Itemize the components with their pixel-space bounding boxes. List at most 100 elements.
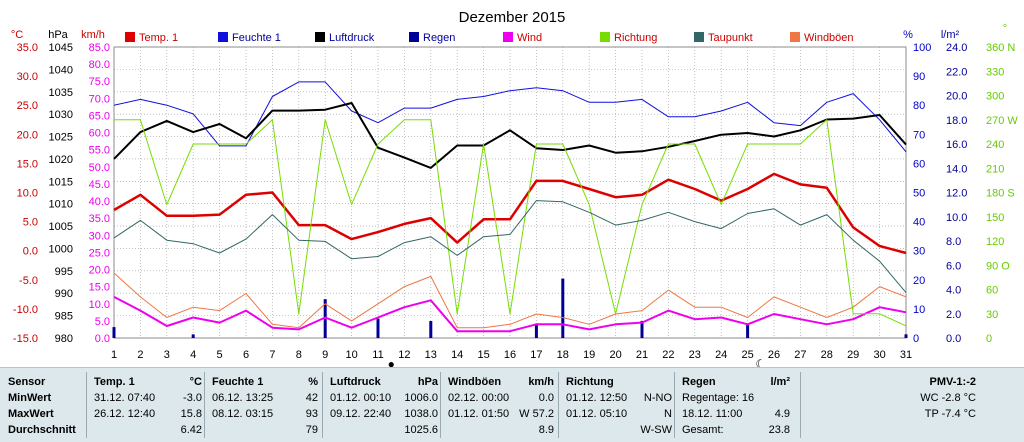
legend-swatch — [790, 32, 800, 42]
moon-phase-icon: ☾ — [755, 357, 766, 367]
rain-bar — [112, 327, 116, 338]
dew-point-value: TP -7.4 °C — [924, 408, 976, 420]
humidity-axis-unit: % — [903, 29, 913, 41]
sensor-column: Sensor MinWert MaxWert Durchschnitt — [8, 374, 88, 438]
direction-axis-tick: 270 W — [986, 115, 1018, 127]
x-tick-label: 1 — [111, 349, 117, 361]
rain-stats-header: Regen l/m² — [682, 376, 790, 388]
direction-axis-unit: ° — [1003, 23, 1007, 35]
press-stats-header: Luftdruck hPa — [330, 376, 438, 388]
press-stats-column: Luftdruck hPa 01.12. 00:10 1006.0 09.12. 22:… — [330, 374, 438, 438]
x-tick-label: 14 — [451, 349, 463, 361]
rain-axis-tick: 20.0 — [946, 91, 967, 103]
rain-axis-tick: 6.0 — [946, 260, 961, 272]
legend-swatch — [218, 32, 228, 42]
temp-axis-unit: °C — [11, 29, 23, 41]
hum-stats-column: Feuchte 1% 06.12. 13:25 42 08.12. 03:15 93 79 — [212, 374, 318, 438]
series-line-richtung — [114, 119, 907, 327]
legend-label: Temp. 1 — [139, 32, 178, 44]
humidity-axis-tick: 40 — [913, 217, 925, 229]
direction-axis-tick: 60 — [986, 285, 998, 297]
humidity-axis-tick: 0 — [913, 333, 919, 345]
rain-bar — [746, 323, 750, 338]
wind-axis-tick: 35.0 — [89, 213, 110, 225]
wind-axis-tick: 15.0 — [89, 282, 110, 294]
direction-axis-tick: 30 — [986, 309, 998, 321]
pressure-axis-tick: 1040 — [49, 64, 73, 76]
x-tick-label: 26 — [768, 349, 780, 361]
direction-axis-tick: 180 S — [986, 188, 1015, 200]
wind-axis-tick: 20.0 — [89, 265, 110, 277]
temp-stats-column: Temp. 1 °C 31.12. 07:40 -3.0 26.12. 12:40 15.… — [94, 374, 202, 438]
direction-axis-tick: 330 — [986, 66, 1004, 78]
pmv-header: PMV-1:-2 — [929, 376, 976, 388]
x-tick-label: 12 — [398, 349, 410, 361]
dir-stats-row: 01.12. 05:10 N — [566, 408, 672, 420]
x-tick-label: 8 — [296, 349, 302, 361]
rain-stats-row: Gesamt: 23.8 — [682, 424, 790, 436]
wind-axis-tick: 5.0 — [95, 316, 110, 328]
wind-axis-tick: 55.0 — [89, 145, 110, 157]
direction-axis-tick: 360 N — [986, 42, 1015, 54]
temp-stats-row: 31.12. 07:40 -3.0 — [94, 392, 202, 404]
wind-axis-tick: 0.0 — [95, 333, 110, 345]
x-tick-label: 25 — [741, 349, 753, 361]
humidity-axis-tick: 30 — [913, 246, 925, 258]
wind-axis-tick: 75.0 — [89, 76, 110, 88]
weather-chart: Dezember 201535.030.025.020.015.010.05.0… — [11, 9, 1019, 367]
legend-swatch — [694, 32, 704, 42]
dir-stats-header: Richtung — [566, 376, 614, 388]
humidity-axis-tick: 60 — [913, 158, 925, 170]
hum-stats-header: Feuchte 1% — [212, 376, 318, 388]
press-stats-row: 09.12. 22:40 1038.0 — [330, 408, 438, 420]
temp-axis-tick: 0.0 — [23, 246, 38, 258]
rain-bar — [640, 321, 644, 338]
wind-axis-tick: 50.0 — [89, 162, 110, 174]
x-tick-label: 28 — [821, 349, 833, 361]
statistics-panel: Sensor MinWert MaxWert Durchschnitt Temp… — [0, 367, 1024, 442]
temp-axis-tick: 20.0 — [17, 129, 38, 141]
x-tick-label: 6 — [243, 349, 249, 361]
temp-axis-tick: 35.0 — [17, 42, 38, 54]
rain-axis-tick: 8.0 — [946, 236, 961, 248]
x-tick-label: 7 — [269, 349, 275, 361]
dir-stats-column: Richtung 01.12. 12:50 N-NO 01.12. 05:10 N W-S… — [566, 374, 672, 438]
row-label-avg: Durchschnitt — [8, 424, 76, 436]
pressure-axis-tick: 1015 — [49, 176, 73, 188]
pressure-axis-tick: 1005 — [49, 221, 73, 233]
humidity-axis-tick: 80 — [913, 100, 925, 112]
press-stats-row: 01.12. 00:10 1006.0 — [330, 392, 438, 404]
dir-stats-row: W-SW — [640, 424, 672, 436]
pressure-axis-tick: 1010 — [49, 199, 73, 211]
dir-stats-row: 01.12. 12:50 N-NO — [566, 392, 672, 404]
series-line-temp-1 — [113, 172, 907, 255]
direction-axis-tick: 150 — [986, 212, 1004, 224]
rain-axis-tick: 24.0 — [946, 42, 967, 54]
humidity-axis-tick: 20 — [913, 275, 925, 287]
gust-stats-column: Windböen km/h 02.12. 00:00 0.0 01.12. 01:50 W… — [448, 374, 554, 438]
pressure-axis-tick: 1045 — [49, 42, 73, 54]
rain-bar — [561, 278, 565, 338]
gust-stats-row: 02.12. 00:00 0.0 — [448, 392, 554, 404]
rain-axis-tick: 16.0 — [946, 139, 967, 151]
pressure-axis-tick: 1020 — [49, 154, 73, 166]
legend-swatch — [315, 32, 325, 42]
x-tick-label: 17 — [530, 349, 542, 361]
direction-axis-tick: 120 — [986, 236, 1004, 248]
pmv-column: PMV-1:-2 WC -2.8 °C TP -7.4 °C — [810, 374, 976, 422]
humidity-axis-tick: 10 — [913, 304, 925, 316]
x-tick-label: 3 — [164, 349, 170, 361]
rain-bar — [323, 299, 327, 338]
wind-axis-tick: 10.0 — [89, 299, 110, 311]
wind-axis-tick: 80.0 — [89, 59, 110, 71]
direction-axis-tick: 0 — [986, 333, 992, 345]
x-tick-label: 2 — [137, 349, 143, 361]
legend-label: Wind — [517, 32, 542, 44]
humidity-axis-tick: 100 — [913, 42, 931, 54]
series-line-windb-en — [113, 272, 907, 329]
rain-bar — [904, 334, 908, 338]
temp-stats-row: 6.42 — [180, 424, 202, 436]
hum-stats-row: 08.12. 03:15 93 — [212, 408, 318, 420]
humidity-axis-tick: 50 — [913, 188, 925, 200]
pressure-axis-tick: 1030 — [49, 109, 73, 121]
